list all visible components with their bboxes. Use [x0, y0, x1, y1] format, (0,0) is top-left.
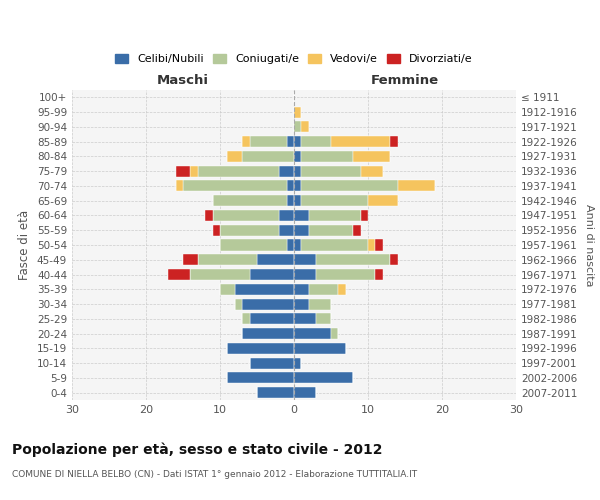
Bar [331, 328, 338, 339]
Bar [294, 269, 316, 280]
Bar [301, 180, 398, 192]
Bar [301, 166, 361, 176]
Bar [287, 195, 294, 206]
Bar [250, 358, 294, 368]
Bar [294, 298, 309, 310]
Bar [294, 343, 346, 354]
Text: Popolazione per età, sesso e stato civile - 2012: Popolazione per età, sesso e stato civil… [12, 442, 383, 457]
Bar [294, 314, 316, 324]
Bar [294, 254, 316, 266]
Bar [294, 328, 331, 339]
Bar [331, 136, 390, 147]
Bar [316, 314, 331, 324]
Bar [353, 224, 361, 236]
Bar [316, 254, 390, 266]
Bar [294, 387, 316, 398]
Bar [183, 180, 287, 192]
Bar [301, 195, 368, 206]
Bar [287, 240, 294, 250]
Bar [242, 298, 294, 310]
Bar [279, 166, 294, 176]
Y-axis label: Fasce di età: Fasce di età [19, 210, 31, 280]
Bar [220, 284, 235, 295]
Bar [212, 224, 220, 236]
Text: COMUNE DI NIELLA BELBO (CN) - Dati ISTAT 1° gennaio 2012 - Elaborazione TUTTITAL: COMUNE DI NIELLA BELBO (CN) - Dati ISTAT… [12, 470, 417, 479]
Bar [212, 210, 279, 221]
Bar [279, 224, 294, 236]
Bar [294, 195, 301, 206]
Legend: Celibi/Nubili, Coniugati/e, Vedovi/e, Divorziati/e: Celibi/Nubili, Coniugati/e, Vedovi/e, Di… [111, 49, 477, 68]
Bar [338, 284, 346, 295]
Bar [220, 224, 279, 236]
Bar [279, 210, 294, 221]
Bar [235, 298, 242, 310]
Y-axis label: Anni di nascita: Anni di nascita [584, 204, 594, 286]
Bar [294, 224, 309, 236]
Bar [242, 136, 250, 147]
Bar [257, 387, 294, 398]
Bar [198, 254, 257, 266]
Bar [368, 195, 398, 206]
Bar [368, 240, 376, 250]
Bar [361, 166, 383, 176]
Bar [294, 240, 301, 250]
Bar [301, 240, 368, 250]
Bar [294, 372, 353, 384]
Bar [376, 240, 383, 250]
Bar [287, 136, 294, 147]
Text: Femmine: Femmine [371, 74, 439, 87]
Bar [294, 210, 309, 221]
Bar [309, 284, 338, 295]
Bar [212, 195, 287, 206]
Bar [250, 269, 294, 280]
Bar [205, 210, 212, 221]
Bar [361, 210, 368, 221]
Bar [301, 122, 309, 132]
Bar [294, 180, 301, 192]
Text: Maschi: Maschi [157, 74, 209, 87]
Bar [294, 284, 309, 295]
Bar [287, 180, 294, 192]
Bar [294, 166, 301, 176]
Bar [227, 343, 294, 354]
Bar [227, 151, 242, 162]
Bar [250, 314, 294, 324]
Bar [227, 372, 294, 384]
Bar [250, 136, 287, 147]
Bar [294, 122, 301, 132]
Bar [176, 180, 183, 192]
Bar [353, 151, 390, 162]
Bar [198, 166, 279, 176]
Bar [316, 269, 376, 280]
Bar [309, 298, 331, 310]
Bar [309, 224, 353, 236]
Bar [376, 269, 383, 280]
Bar [220, 240, 287, 250]
Bar [183, 254, 198, 266]
Bar [301, 136, 331, 147]
Bar [301, 151, 353, 162]
Bar [235, 284, 294, 295]
Bar [294, 151, 301, 162]
Bar [242, 328, 294, 339]
Bar [309, 210, 361, 221]
Bar [294, 358, 301, 368]
Bar [390, 136, 398, 147]
Bar [294, 136, 301, 147]
Bar [190, 166, 198, 176]
Bar [257, 254, 294, 266]
Bar [168, 269, 190, 280]
Bar [390, 254, 398, 266]
Bar [242, 151, 294, 162]
Bar [176, 166, 190, 176]
Bar [190, 269, 250, 280]
Bar [242, 314, 250, 324]
Bar [398, 180, 434, 192]
Bar [294, 106, 301, 118]
